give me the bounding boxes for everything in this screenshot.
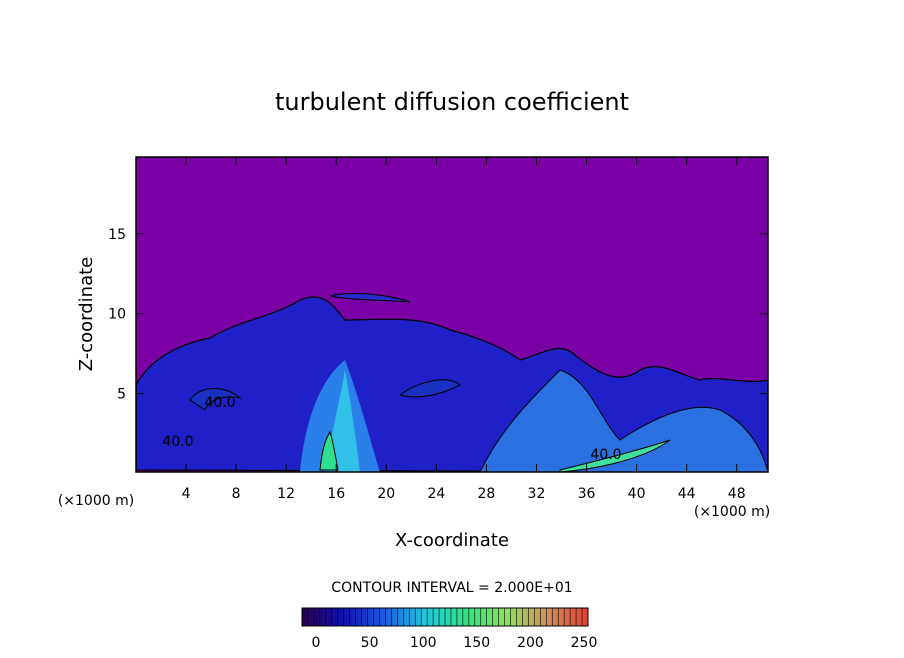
x-tick-label: 40: [628, 486, 646, 502]
x-tick-label: 8: [232, 486, 241, 502]
x-tick-label: 12: [277, 486, 295, 502]
x-tick-label: 48: [728, 486, 746, 502]
y-tick-label: 15: [108, 227, 126, 243]
colorbar-tick-label: 250: [571, 635, 598, 651]
contour-field: [136, 157, 768, 472]
x-tick-label: 44: [678, 486, 696, 502]
x-tick-label: 32: [528, 486, 546, 502]
x-unit-label: (×1000 m): [694, 504, 770, 520]
plot-frame: [135, 156, 769, 473]
colorbar-tick-label: 100: [410, 635, 437, 651]
contour-label: 40.0: [162, 434, 193, 450]
y-tick-label: 5: [117, 387, 126, 403]
contour-label: 40.0: [590, 447, 621, 463]
contour-label: 40.0: [204, 395, 235, 411]
contour-interval: CONTOUR INTERVAL = 2.000E+01: [331, 580, 572, 596]
x-tick-label: 36: [578, 486, 596, 502]
x-axis-label: X-coordinate: [395, 530, 509, 551]
colorbar-tick-label: 150: [463, 635, 490, 651]
x-tick-label: 4: [182, 486, 191, 502]
x-tick-label: 20: [377, 486, 395, 502]
y-axis-label: Z-coordinate: [76, 257, 97, 372]
x-tick-label: 24: [427, 486, 445, 502]
chart-title: turbulent diffusion coefficient: [275, 88, 629, 116]
colorbar-tick-label: 50: [361, 635, 379, 651]
x-tick-label: 28: [478, 486, 496, 502]
colorbar-tick-label: 200: [517, 635, 544, 651]
x-tick-label: 16: [327, 486, 345, 502]
y-tick-label: 10: [108, 307, 126, 323]
x-unit-label: (×1000 m): [58, 493, 134, 509]
colorbar-tick-label: 0: [312, 635, 321, 651]
